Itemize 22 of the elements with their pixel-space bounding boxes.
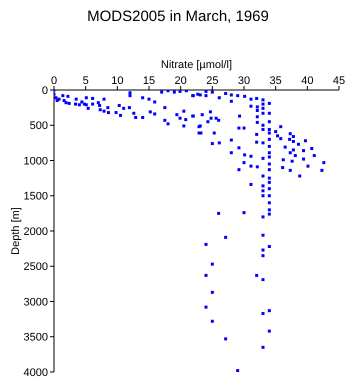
y-tick-label: 4000 xyxy=(24,366,48,379)
x-axis-title: Nitrate [µmol/l] xyxy=(160,58,232,71)
y-tick-label: 0 xyxy=(42,84,48,97)
y-tick-label: 2000 xyxy=(24,226,48,238)
y-tick-label: 500 xyxy=(30,120,48,132)
y-tick-label: 1500 xyxy=(24,190,48,203)
x-tick-label: 40 xyxy=(301,75,314,87)
x-tick-label: 0 xyxy=(50,75,58,87)
y-tick-label: 2500 xyxy=(24,261,48,274)
x-tick-label: 25 xyxy=(206,75,218,87)
chart-title: MODS2005 in March, 1969 xyxy=(86,8,270,25)
y-tick-label: 3000 xyxy=(24,296,48,308)
x-tick-label: 30 xyxy=(238,75,250,87)
y-axis-title: Depth [m] xyxy=(10,207,22,255)
x-tick-label: 10 xyxy=(111,75,124,87)
y-tick-label: 1000 xyxy=(24,155,48,168)
x-tick-label: 35 xyxy=(270,75,282,87)
y-tick-label: 3500 xyxy=(24,332,48,344)
x-tick-label: 5 xyxy=(82,75,89,87)
x-tick-label: 45 xyxy=(332,75,346,87)
x-tick-label: 20 xyxy=(174,75,187,87)
x-tick-label: 15 xyxy=(142,75,156,87)
